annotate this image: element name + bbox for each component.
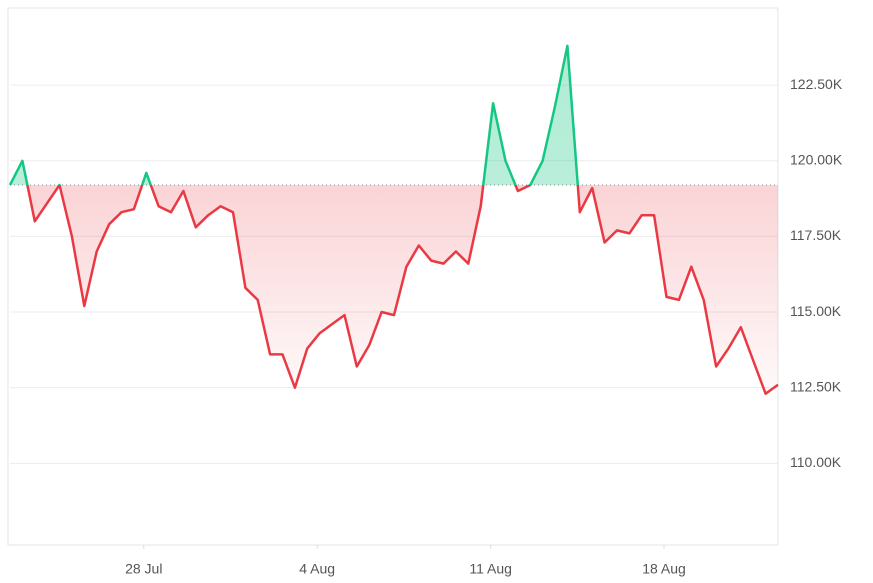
area-fill	[10, 45, 778, 394]
y-tick-label: 120.00K	[790, 151, 843, 167]
price-line	[8, 44, 779, 395]
x-tick-label: 4 Aug	[299, 561, 335, 577]
x-tick-label: 18 Aug	[642, 561, 686, 577]
y-tick-label: 117.50K	[790, 227, 842, 243]
y-tick-label: 115.00K	[790, 303, 842, 319]
x-tick-label: 11 Aug	[469, 561, 512, 577]
y-tick-label: 112.50K	[790, 378, 842, 394]
x-tick-label: 28 Jul	[125, 561, 162, 577]
y-tick-label: 122.50K	[790, 76, 843, 92]
y-tick-label: 110.00K	[790, 454, 842, 470]
